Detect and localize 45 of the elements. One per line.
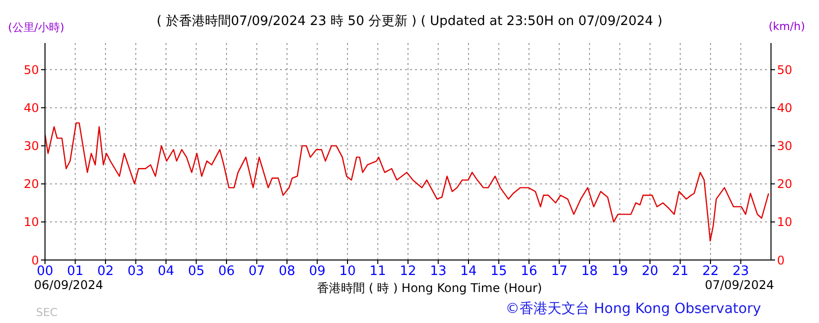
x-tick-label: 15 [490, 264, 508, 280]
x-tick-label: 04 [158, 264, 174, 280]
y2-tick-label: 20 [777, 177, 792, 192]
chart-title: ( 於香港時間07/09/2024 23 時 50 分更新 ) ( Updated at 23:50H on 07/09/2024 ) [156, 14, 662, 29]
x-tick-label: 18 [581, 264, 598, 280]
x-tick-label: 01 [66, 264, 84, 280]
x-tick-label: 22 [702, 264, 719, 280]
y-tick-label: 0 [31, 253, 39, 268]
y2-tick-label: 40 [777, 100, 792, 115]
x-tick-label: 19 [611, 264, 628, 280]
x-tick-label: 14 [460, 264, 477, 280]
y-tick-label: 10 [24, 215, 39, 230]
x-tick-label: 16 [520, 264, 538, 280]
x-tick-label: 07 [248, 264, 266, 280]
x-tick-label: 17 [550, 264, 568, 280]
y-tick-label: 50 [24, 62, 39, 77]
x-tick-label: 11 [369, 264, 386, 280]
y-axis-title: (公里/小時) [8, 20, 64, 35]
x-tick-label: 06 [218, 264, 235, 280]
y2-tick-label: 10 [777, 215, 792, 230]
x-tick-label: 03 [127, 264, 144, 280]
x-tick-label: 23 [732, 264, 750, 280]
y2-tick-label: 0 [777, 253, 785, 268]
y2-tick-label: 30 [777, 139, 792, 154]
x-tick-label: 21 [672, 264, 689, 280]
text: 06/09/2024 [34, 278, 104, 292]
line-series [45, 122, 770, 242]
text: ©香港天文台 Hong Kong Observatory [505, 300, 761, 318]
x-axis-title: 香港時間 ( 時 ) Hong Kong Time (Hour) [316, 281, 542, 295]
y-tick-label: 30 [24, 139, 39, 154]
text: 07/09/2024 [704, 278, 774, 292]
x-tick-label: 00 [36, 264, 54, 280]
x-tick-label: 10 [339, 264, 356, 280]
x-tick-label: 12 [400, 264, 416, 280]
y2-tick-label: 50 [777, 62, 792, 77]
y2-axis-title: (km/h) [768, 20, 805, 33]
x-tick-label: 09 [308, 264, 326, 280]
x-tick-label: 13 [430, 264, 447, 280]
y-tick-label: 40 [24, 100, 39, 115]
text: SEC [36, 306, 58, 319]
y-tick-label: 20 [24, 177, 39, 192]
x-tick-label: 08 [278, 264, 296, 280]
x-tick-label: 20 [642, 264, 658, 280]
x-tick-label: 02 [97, 264, 114, 280]
x-tick-label: 05 [188, 264, 205, 280]
